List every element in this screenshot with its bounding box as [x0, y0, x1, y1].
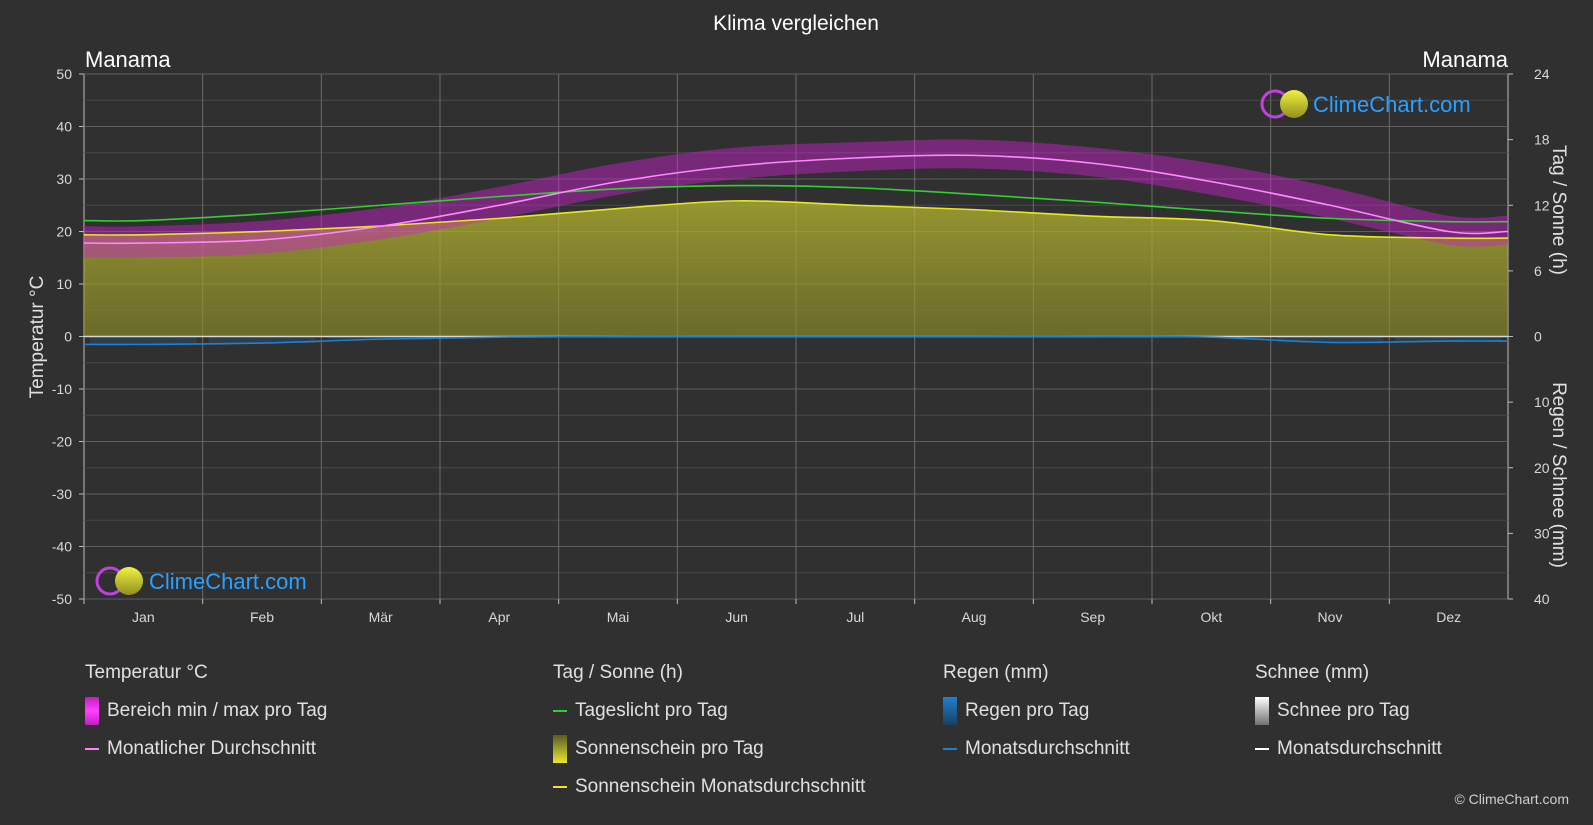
legend-column: Tag / Sonne (h) Tageslicht pro Tag Sonnens… [553, 660, 865, 806]
left-tick-label: 20 [56, 224, 72, 240]
logo-top: ClimeChart.com [1260, 89, 1471, 119]
legend-label: Schnee pro Tag [1277, 700, 1410, 721]
logo-sun-icon [115, 567, 143, 595]
left-tick-label: -40 [52, 539, 72, 555]
logo-bottom: ClimeChart.com [95, 566, 307, 596]
right-bottom-tick-label: 20 [1534, 460, 1550, 476]
x-tick-label: Mär [369, 609, 393, 625]
series-lines [83, 154, 1509, 346]
range-swatch [85, 697, 99, 725]
left-tick-label: -10 [52, 381, 72, 397]
x-tick-label: Jul [846, 609, 864, 625]
legend-column: Regen (mm) Regen pro Tag Monatsdurchschnit… [943, 660, 1130, 768]
legend-label: Bereich min / max pro Tag [107, 700, 328, 721]
legend-item: Regen pro Tag [943, 692, 1130, 730]
legend-column: Schnee (mm) Schnee pro Tag Monatsdurchschn… [1255, 660, 1442, 768]
chart-title: Klima vergleichen [713, 12, 879, 35]
legend-label: Sonnenschein pro Tag [575, 738, 764, 759]
legend-label: Monatsdurchschnitt [965, 738, 1130, 759]
y-axis-right-bottom-label: Regen / Schnee (mm) [1548, 382, 1569, 568]
legend-item: Sonnenschein pro Tag [553, 730, 865, 768]
x-tick-label: Mai [607, 609, 630, 625]
left-tick-label: 0 [64, 329, 72, 345]
temperature-average-line [83, 154, 1509, 245]
daylight-line-swatch [553, 710, 567, 712]
x-tick-label: Jan [132, 609, 155, 625]
left-tick-label: 50 [56, 66, 72, 82]
logo-bottom-text: ClimeChart.com [149, 569, 307, 594]
legend-heading: Schnee (mm) [1255, 662, 1370, 683]
rain-bar [327, 336, 435, 340]
left-tick-label: -50 [52, 591, 72, 607]
legend-label: Sonnenschein Monatsdurchschnitt [575, 776, 866, 797]
legend-heading: Temperatur °C [85, 662, 208, 683]
right-top-tick-label: 6 [1534, 263, 1542, 279]
legend-label: Monatlicher Durchschnitt [107, 738, 317, 759]
legend-item: Monatsdurchschnitt [1255, 730, 1442, 768]
legend-heading: Tag / Sonne (h) [553, 662, 683, 683]
legend-label: Tageslicht pro Tag [575, 700, 728, 721]
legend-label: Regen pro Tag [965, 700, 1090, 721]
sun-line-swatch [553, 786, 567, 788]
rain-line-swatch [943, 748, 957, 750]
copyright: © ClimeChart.com [1454, 791, 1569, 807]
left-tick-label: 40 [56, 119, 72, 135]
x-tick-label: Sep [1080, 609, 1105, 625]
left-tick-label: -30 [52, 486, 72, 502]
right-top-tick-label: 0 [1534, 329, 1542, 345]
legend-item: Tageslicht pro Tag [553, 692, 865, 730]
daylight-line [83, 184, 1509, 223]
rain-average-line [83, 335, 1509, 346]
sunshine-average-line [83, 200, 1509, 240]
logo-sun-icon [1280, 90, 1308, 118]
right-top-tick-label: 24 [1534, 66, 1550, 82]
left-tick-label: 30 [56, 171, 72, 187]
rain-bar [1395, 336, 1503, 342]
legend-item: Monatsdurchschnitt [943, 730, 1130, 768]
right-bottom-tick-label: 30 [1534, 525, 1550, 541]
sun-box-swatch [553, 735, 567, 763]
axis-ticks: 50 40 30 20 10 0 -10 -20 -30 -40 -50 24 18 12 6 0 10 20 30… [52, 66, 1550, 625]
temperature-range [84, 139, 1508, 259]
legend-heading: Regen (mm) [943, 662, 1049, 683]
rain-bar [89, 336, 197, 345]
rain-bar [208, 336, 316, 344]
right-top-tick-label: 12 [1534, 197, 1550, 213]
rain-bar [1276, 336, 1384, 343]
legend-item: Bereich min / max pro Tag [85, 692, 327, 730]
sunshine-area [84, 200, 1508, 345]
legend: Temperatur °C Bereich min / max pro Tag Mo… [0, 660, 1593, 825]
left-tick-label: -20 [52, 434, 72, 450]
location-right: Manama [1422, 47, 1508, 72]
x-tick-label: Apr [488, 609, 510, 625]
legend-item: Schnee pro Tag [1255, 692, 1442, 730]
temp-line-swatch [85, 748, 99, 750]
location-left: Manama [85, 47, 171, 72]
snow-box-swatch [1255, 697, 1269, 725]
legend-item: Monatlicher Durchschnitt [85, 730, 327, 768]
legend-column: Temperatur °C Bereich min / max pro Tag Mo… [85, 660, 327, 768]
x-tick-label: Dez [1436, 609, 1461, 625]
right-top-tick-label: 18 [1534, 132, 1550, 148]
right-bottom-tick-label: 10 [1534, 394, 1550, 410]
x-tick-label: Jun [725, 609, 748, 625]
x-tick-label: Feb [250, 609, 274, 625]
x-tick-label: Aug [962, 609, 987, 625]
x-tick-label: Nov [1318, 609, 1343, 625]
y-axis-right-top-label: Tag / Sonne (h) [1548, 145, 1569, 275]
left-tick-label: 10 [56, 276, 72, 292]
rain-box-swatch [943, 697, 957, 725]
sunshine-fill [84, 200, 1508, 337]
snow-line-swatch [1255, 748, 1269, 750]
y-axis-left-label: Temperatur °C [27, 276, 48, 399]
legend-item: Sonnenschein Monatsdurchschnitt [553, 768, 865, 806]
logo-top-text: ClimeChart.com [1313, 92, 1471, 117]
legend-label: Monatsdurchschnitt [1277, 738, 1442, 759]
temperature-range-band [84, 139, 1508, 259]
climate-chart: Klima vergleichen Manama Manama 50 40 30 20… [27, 12, 1569, 625]
right-bottom-tick-label: 40 [1534, 591, 1550, 607]
x-tick-label: Okt [1200, 609, 1222, 625]
